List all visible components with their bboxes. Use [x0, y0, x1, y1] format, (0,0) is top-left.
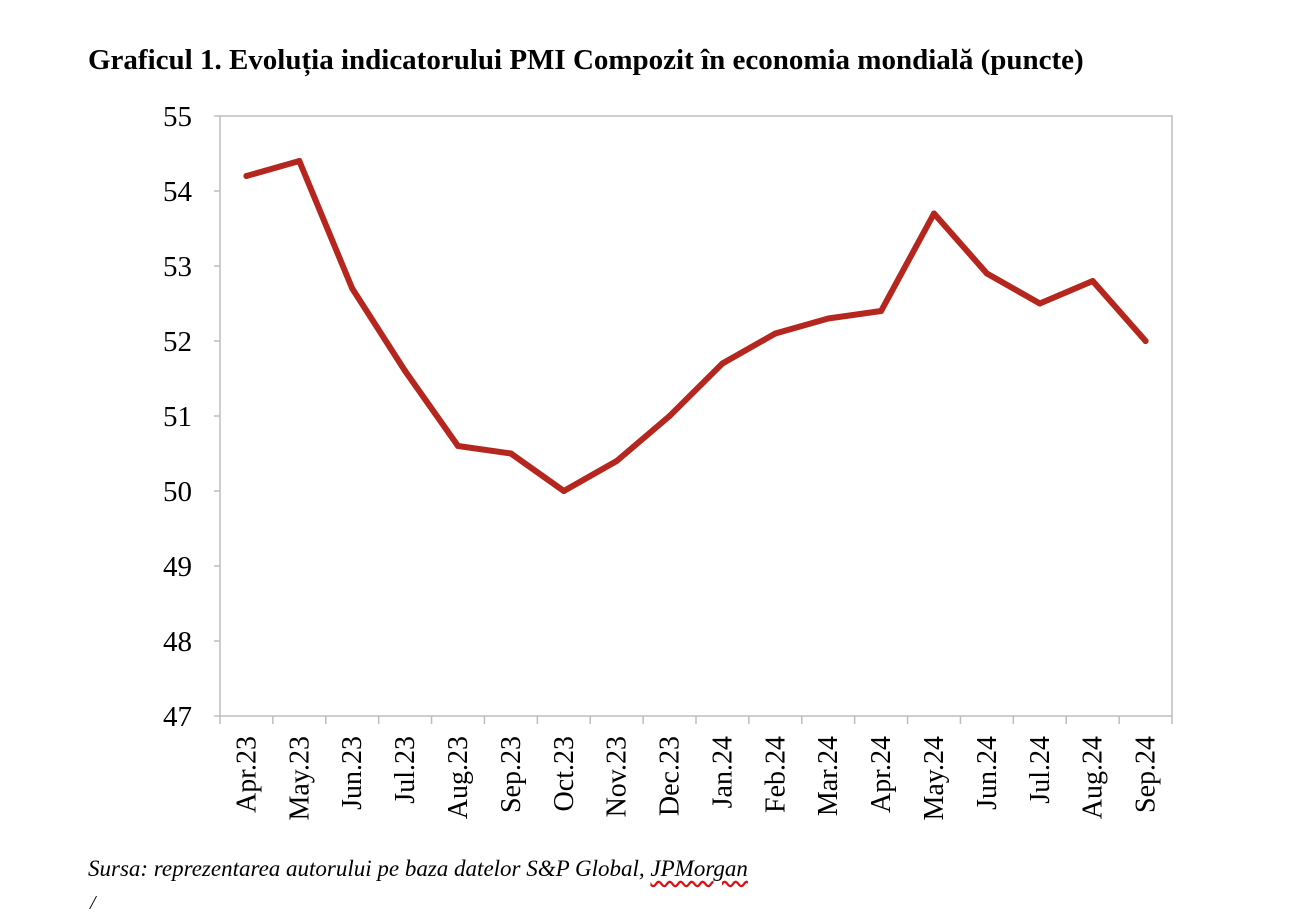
x-tick-label: Aug.24	[1078, 736, 1109, 819]
y-tick-label: 47	[163, 701, 192, 733]
data-point	[1142, 338, 1149, 344]
x-tick-label: Jul.23	[390, 736, 421, 804]
data-point	[1089, 278, 1096, 284]
data-point	[613, 458, 620, 464]
y-tick-label: 52	[163, 326, 192, 358]
x-tick-label: Jan.24	[707, 736, 738, 808]
pmi-series-line	[243, 158, 1149, 494]
y-tick-label: 49	[163, 551, 192, 583]
data-point	[560, 488, 567, 494]
data-point	[507, 450, 514, 457]
x-tick-label: May.24	[919, 736, 950, 821]
source-org: JPMorgan	[650, 856, 748, 881]
y-tick-label: 50	[163, 476, 192, 508]
x-tick-label: May.23	[284, 736, 315, 821]
data-point	[243, 173, 250, 179]
data-point	[349, 285, 356, 292]
x-tick-label: Feb.24	[760, 736, 791, 813]
y-tick-label: 51	[163, 401, 192, 433]
x-tick-label: Apr.24	[866, 736, 897, 813]
y-tick-label: 55	[163, 101, 192, 133]
x-tick-label: Oct.23	[549, 736, 580, 811]
data-point	[878, 308, 885, 314]
x-tick-label: Sep.23	[496, 736, 527, 813]
data-point	[402, 368, 409, 374]
y-tick-label: 54	[163, 176, 193, 208]
x-tick-label: Mar.24	[813, 736, 844, 816]
x-tick-label: Sep.24	[1131, 736, 1162, 813]
text-cursor: /	[90, 892, 96, 914]
x-tick-label: Apr.23	[231, 736, 262, 813]
data-point	[1036, 300, 1043, 307]
source-note: Sursa: reprezentarea autorului pe baza d…	[88, 856, 748, 882]
data-point	[666, 413, 673, 419]
chart-title: Graficul 1. Evoluția indicatorului PMI C…	[88, 44, 1084, 76]
x-tick-label: Jun.24	[972, 736, 1003, 810]
x-tick-label: Jun.23	[337, 736, 368, 810]
x-tick-label: Nov.23	[602, 736, 633, 817]
data-point	[825, 315, 832, 322]
source-text: Sursa: reprezentarea autorului pe baza d…	[88, 856, 651, 881]
data-point	[772, 330, 779, 337]
x-tick-label: Aug.23	[443, 736, 474, 819]
data-point	[296, 158, 303, 164]
y-tick-label: 48	[163, 626, 192, 658]
data-point	[455, 443, 461, 449]
plot-area-border	[219, 115, 1173, 717]
y-tick-label: 53	[163, 251, 192, 283]
data-point	[719, 360, 726, 367]
data-point	[983, 270, 990, 277]
x-tick-label: Jul.24	[1025, 736, 1056, 804]
data-point	[931, 210, 937, 217]
x-tick-label: Dec.23	[655, 736, 686, 816]
